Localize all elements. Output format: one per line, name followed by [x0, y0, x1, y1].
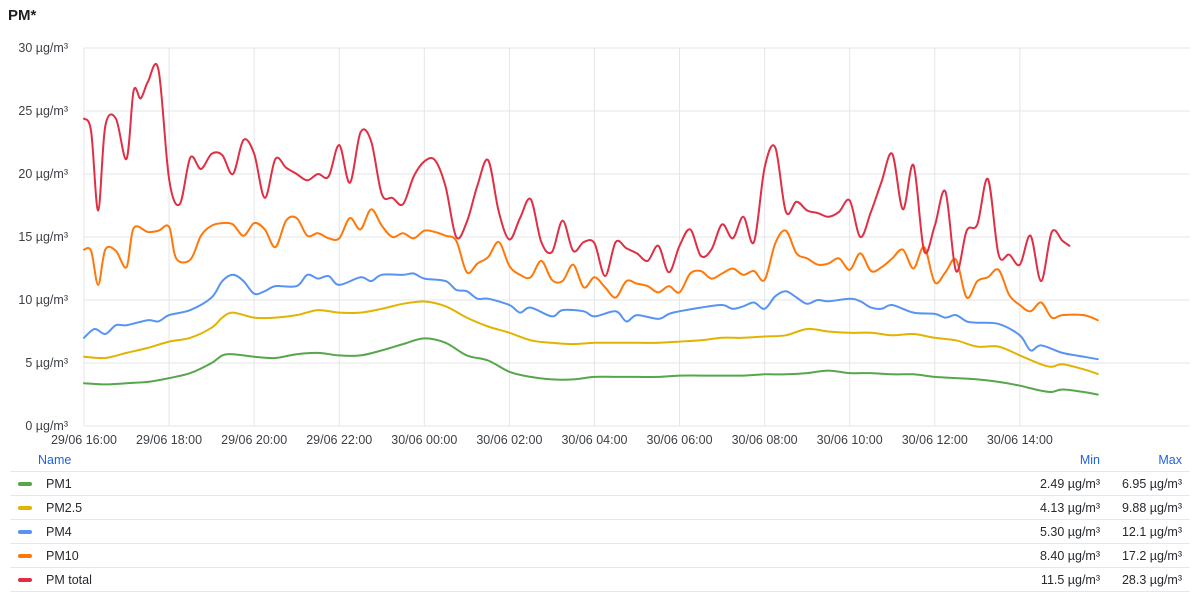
y-tick-label: 25 µg/m³: [18, 104, 68, 118]
series-color-swatch: [18, 577, 32, 582]
x-tick-label: 29/06 20:00: [221, 433, 287, 447]
x-tick-label: 29/06 18:00: [136, 433, 202, 447]
legend-header: Name Min Max: [10, 449, 1190, 472]
legend-series-name[interactable]: PM4: [46, 524, 72, 539]
grid-lines: [83, 47, 1190, 427]
series-color-swatch: [18, 553, 32, 558]
y-tick-label: 30 µg/m³: [18, 41, 68, 55]
y-axis-ticks: 0 µg/m³ 5 µg/m³ 10 µg/m³ 15 µg/m³ 20 µg/m³ 25…: [18, 41, 68, 433]
legend-row-pm10[interactable]: PM10 8.40 µg/m³ 17.2 µg/m³: [10, 544, 1190, 568]
series-color-swatch: [18, 529, 32, 534]
y-tick-label: 0 µg/m³: [25, 419, 68, 433]
legend-min-value: 8.40 µg/m³: [1039, 548, 1100, 563]
legend-header-name[interactable]: Name: [38, 453, 72, 467]
x-tick-label: 30/06 12:00: [902, 433, 968, 447]
legend-name-cell: PM total: [10, 573, 1010, 587]
legend-name-cell: PM4: [10, 525, 1010, 539]
legend-min-value: 2.49 µg/m³: [1039, 476, 1100, 491]
legend-series-name[interactable]: PM total: [46, 572, 92, 587]
legend-max-value: 28.3 µg/m³: [1121, 572, 1182, 587]
legend-row-pm1[interactable]: PM1 2.49 µg/m³ 6.95 µg/m³: [10, 472, 1190, 496]
legend-max-value: 6.95 µg/m³: [1121, 476, 1182, 491]
legend-header-min[interactable]: Min: [1079, 453, 1100, 467]
legend-name-cell: PM1: [10, 477, 1010, 491]
x-tick-label: 30/06 04:00: [561, 433, 627, 447]
series-color-swatch: [18, 481, 32, 486]
legend-name-cell: PM2.5: [10, 501, 1010, 515]
panel-title: PM*: [8, 7, 37, 24]
legend-header-max[interactable]: Max: [1158, 453, 1182, 467]
x-tick-label: 29/06 22:00: [306, 433, 372, 447]
series-line-pm4[interactable]: [83, 272, 1099, 361]
x-tick-label: 30/06 14:00: [987, 433, 1053, 447]
legend-min-value: 5.30 µg/m³: [1039, 524, 1100, 539]
series-line-pm-total[interactable]: [83, 62, 1071, 283]
y-tick-label: 20 µg/m³: [18, 167, 68, 181]
x-tick-label: 30/06 00:00: [391, 433, 457, 447]
legend-table: Name Min Max PM1 2.49 µg/m³ 6.95 µg/m³ P…: [10, 449, 1190, 592]
legend-series-name[interactable]: PM10: [46, 548, 79, 563]
y-tick-label: 5 µg/m³: [25, 356, 68, 370]
legend-series-name[interactable]: PM2.5: [46, 500, 83, 515]
legend-max-value: 12.1 µg/m³: [1121, 524, 1182, 539]
series-color-swatch: [18, 505, 32, 510]
legend-row-pm2-5[interactable]: PM2.5 4.13 µg/m³ 9.88 µg/m³: [10, 496, 1190, 520]
legend-name-cell: PM10: [10, 549, 1010, 563]
legend-max-value: 17.2 µg/m³: [1121, 548, 1182, 563]
legend-row-pm-total[interactable]: PM total 11.5 µg/m³ 28.3 µg/m³: [10, 568, 1190, 592]
x-tick-label: 30/06 06:00: [647, 433, 713, 447]
legend-min-value: 4.13 µg/m³: [1039, 500, 1100, 515]
legend-series-name[interactable]: PM1: [46, 476, 72, 491]
series-line-pm1[interactable]: [83, 337, 1099, 396]
legend-max-value: 9.88 µg/m³: [1121, 500, 1182, 515]
series-line-pm10[interactable]: [83, 208, 1099, 322]
x-tick-label: 30/06 10:00: [817, 433, 883, 447]
x-tick-label: 30/06 08:00: [732, 433, 798, 447]
y-tick-label: 10 µg/m³: [18, 293, 68, 307]
x-tick-label: 29/06 16:00: [51, 433, 117, 447]
x-tick-label: 30/06 02:00: [476, 433, 542, 447]
series-line-pm2-5[interactable]: [83, 300, 1099, 375]
legend-row-pm4[interactable]: PM4 5.30 µg/m³ 12.1 µg/m³: [10, 520, 1190, 544]
y-tick-label: 15 µg/m³: [18, 230, 68, 244]
legend-min-value: 11.5 µg/m³: [1040, 572, 1100, 587]
x-axis-ticks: 29/06 16:00 29/06 18:00 29/06 20:00 29/06 2…: [51, 433, 1053, 447]
line-chart: 0 µg/m³ 5 µg/m³ 10 µg/m³ 15 µg/m³ 20 µg/m³ 25…: [18, 41, 1190, 447]
series-lines: [83, 62, 1099, 396]
